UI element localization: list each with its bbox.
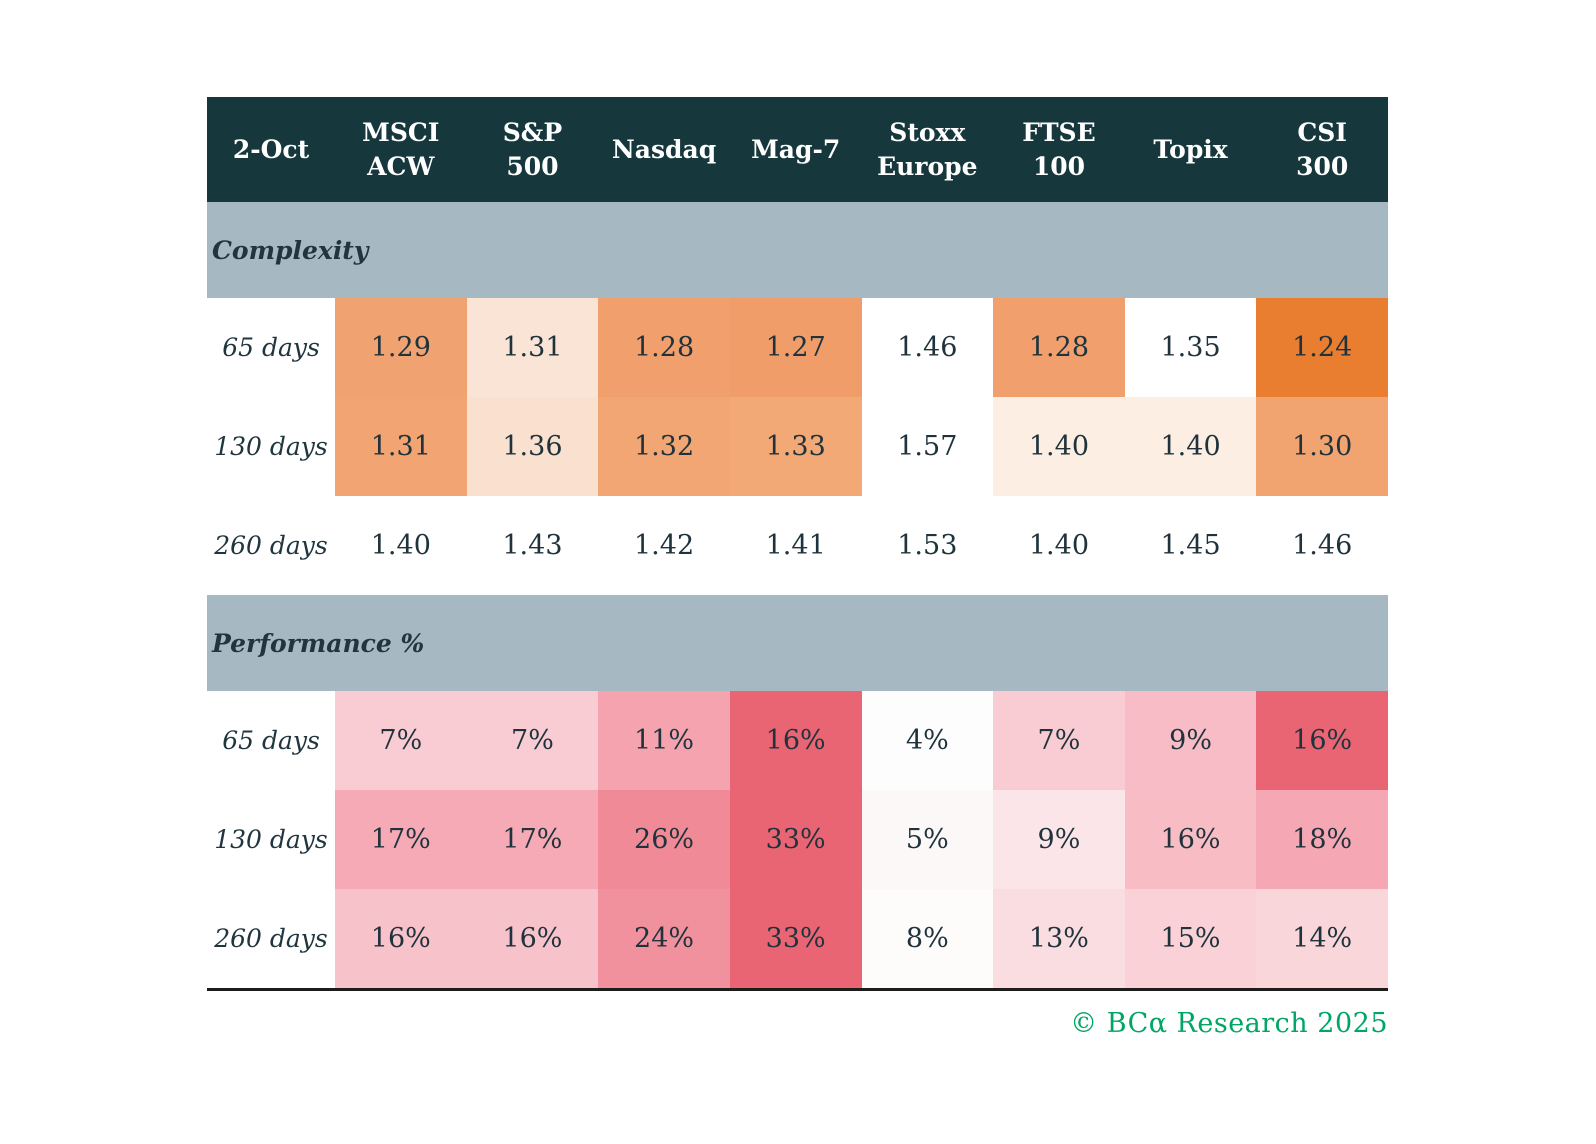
table-row: 130 days 1.31 1.36 1.32 1.33 1.57 1.40 1.40 1.30 — [207, 397, 1388, 496]
heatmap-cell: 1.36 — [466, 397, 599, 496]
heatmap-cell: 17% — [335, 790, 467, 889]
heatmap-cell: 1.31 — [466, 298, 599, 397]
heatmap-cell: 1.30 — [1256, 397, 1388, 496]
heatmap-cell: 16% — [729, 691, 862, 790]
column-header-mag-7: Mag-7 — [751, 134, 841, 164]
section-title: Performance % — [212, 628, 425, 658]
table-row: 260 days 1.40 1.43 1.42 1.41 1.53 1.40 1.45 1.46 — [207, 496, 1388, 595]
column-header-date: 2-Oct — [232, 134, 310, 164]
heatmap-cell: 1.28 — [598, 298, 730, 397]
row-label: 65 days — [222, 333, 320, 362]
table-row: 65 days 7% 7% 11% 16% 4% 7% 9% 16% — [207, 691, 1388, 790]
heatmap-cell: 1.57 — [861, 397, 994, 496]
heatmap-cell: 7% — [993, 691, 1125, 790]
row-label: 130 days — [214, 825, 328, 854]
copyright: © BCα Research 2025 — [1070, 1008, 1388, 1039]
heatmap-cell: 1.43 — [466, 496, 599, 595]
heatmap-cell: 16% — [335, 889, 467, 988]
table-header-row: 2-Oct MSCI ACW S&P 500 Nasdaq Mag-7 Stoxx Eur… — [207, 97, 1388, 202]
heatmap-cell: 8% — [861, 889, 994, 988]
table-row: 65 days 1.29 1.31 1.28 1.27 1.46 1.28 1.35 1.24 — [207, 298, 1388, 397]
column-header-msci-acw: MSCI ACW — [362, 117, 440, 181]
heatmap-cell: 18% — [1256, 790, 1388, 889]
heatmap-cell: 1.53 — [861, 496, 994, 595]
heatmap-cell: 1.42 — [598, 496, 730, 595]
heatmap-cell: 5% — [861, 790, 994, 889]
section-band-1: Performance % — [207, 595, 1388, 691]
heatmap-cell: 16% — [466, 889, 599, 988]
heatmap-cell: 17% — [466, 790, 599, 889]
heatmap-cell: 1.24 — [1256, 298, 1388, 397]
table-row: 260 days 16% 16% 24% 33% 8% 13% 15% 14% — [207, 889, 1388, 988]
heatmap-cell: 1.45 — [1124, 496, 1257, 595]
heatmap-cell: 1.28 — [993, 298, 1125, 397]
heatmap-cell: 33% — [729, 889, 862, 988]
heatmap-cell: 26% — [598, 790, 730, 889]
heatmap-cell: 9% — [993, 790, 1125, 889]
column-header-ftse-100: FTSE 100 — [1022, 117, 1096, 181]
heatmap-cell: 14% — [1256, 889, 1388, 988]
heatmap-cell: 16% — [1256, 691, 1388, 790]
column-header-topix: Topix — [1153, 134, 1228, 164]
heatmap-table: 2-Oct MSCI ACW S&P 500 Nasdaq Mag-7 Stoxx Eur… — [207, 97, 1388, 991]
column-header-nasdaq: Nasdaq — [611, 134, 717, 164]
heatmap-cell: 1.40 — [993, 496, 1125, 595]
heatmap-cell: 1.41 — [729, 496, 862, 595]
column-header-stoxx-europe: Stoxx Europe — [877, 117, 978, 181]
heatmap-cell: 1.31 — [335, 397, 467, 496]
heatmap-cell: 1.33 — [729, 397, 862, 496]
section-title: Complexity — [212, 235, 369, 265]
heatmap-cell: 33% — [729, 790, 862, 889]
heatmap-cell: 24% — [598, 889, 730, 988]
row-label: 260 days — [214, 531, 328, 560]
heatmap-cell: 4% — [861, 691, 994, 790]
heatmap-cell: 9% — [1124, 691, 1257, 790]
heatmap-cell: 1.40 — [1124, 397, 1257, 496]
section-band-0: Complexity — [207, 202, 1388, 298]
heatmap-cell: 7% — [335, 691, 467, 790]
heatmap-cell: 11% — [598, 691, 730, 790]
row-label: 65 days — [222, 726, 320, 755]
column-header-s-p-500: S&P 500 — [502, 117, 563, 181]
heatmap-cell: 1.40 — [993, 397, 1125, 496]
heatmap-cell: 1.46 — [861, 298, 994, 397]
heatmap-cell: 15% — [1124, 889, 1257, 988]
heatmap-cell: 1.29 — [335, 298, 467, 397]
heatmap-cell: 13% — [993, 889, 1125, 988]
heatmap-cell: 7% — [466, 691, 599, 790]
heatmap-cell: 1.27 — [729, 298, 862, 397]
heatmap-cell: 1.35 — [1124, 298, 1257, 397]
row-label: 130 days — [214, 432, 328, 461]
column-header-csi-300: CSI 300 — [1296, 117, 1349, 181]
table-row: 130 days 17% 17% 26% 33% 5% 9% 16% 18% — [207, 790, 1388, 889]
row-label: 260 days — [214, 924, 328, 953]
heatmap-cell: 16% — [1124, 790, 1257, 889]
heatmap-cell: 1.40 — [335, 496, 467, 595]
heatmap-cell: 1.32 — [598, 397, 730, 496]
heatmap-cell: 1.46 — [1256, 496, 1388, 595]
